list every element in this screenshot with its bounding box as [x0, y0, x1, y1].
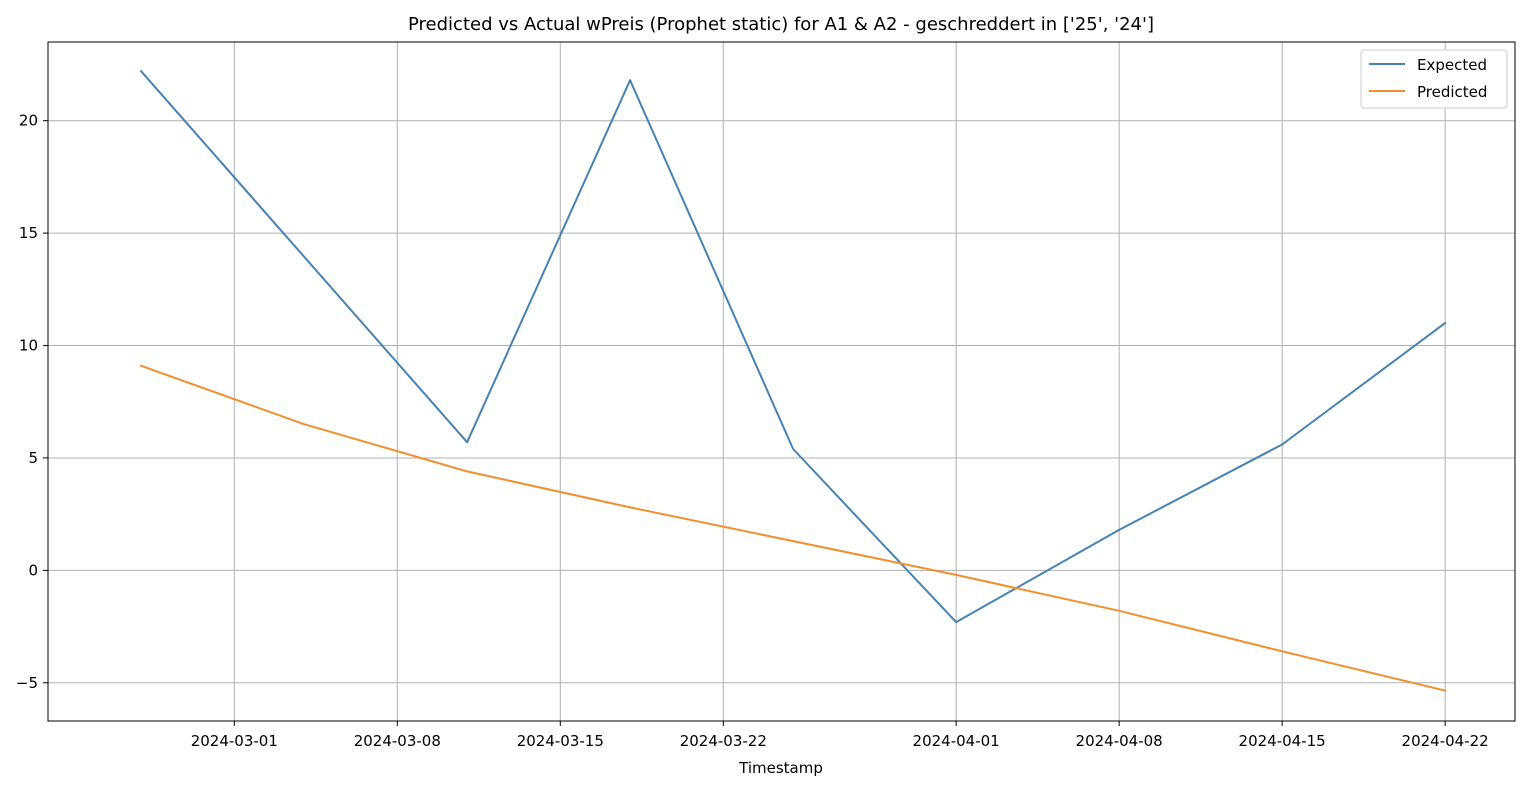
x-axis-label: Timestamp — [738, 759, 823, 777]
plot-frame — [47, 41, 1516, 722]
grid-lines — [48, 42, 1515, 721]
legend: Expected Predicted — [1360, 49, 1508, 109]
y-tick-label: 0 — [28, 561, 38, 579]
x-tick-label: 2024-03-15 — [517, 732, 604, 750]
x-tick-label: 2024-04-22 — [1402, 732, 1489, 750]
y-tick-label: 10 — [19, 337, 38, 355]
y-tick-label: 20 — [19, 112, 38, 130]
legend-label-expected: Expected — [1417, 56, 1487, 74]
series-line-expected — [139, 69, 1447, 624]
y-tick-label: −5 — [16, 674, 38, 692]
chart-title: Predicted vs Actual wPreis (Prophet stat… — [408, 14, 1154, 35]
series-line-predicted — [139, 364, 1447, 692]
x-tick-label: 2024-03-01 — [191, 732, 278, 750]
x-tick-label: 2024-03-08 — [354, 732, 441, 750]
y-axis: −5 0 5 10 15 20 — [16, 112, 48, 692]
x-axis: 2024-03-01 2024-03-08 2024-03-15 2024-03-22… — [191, 721, 1489, 750]
x-tick-label: 2024-03-22 — [680, 732, 767, 750]
x-tick-label: 2024-04-01 — [913, 732, 1000, 750]
x-tick-label: 2024-04-08 — [1076, 732, 1163, 750]
legend-label-predicted: Predicted — [1417, 83, 1487, 101]
y-tick-label: 5 — [28, 449, 38, 467]
y-tick-label: 15 — [19, 224, 38, 242]
series-lines — [139, 69, 1447, 692]
x-tick-label: 2024-04-15 — [1239, 732, 1326, 750]
